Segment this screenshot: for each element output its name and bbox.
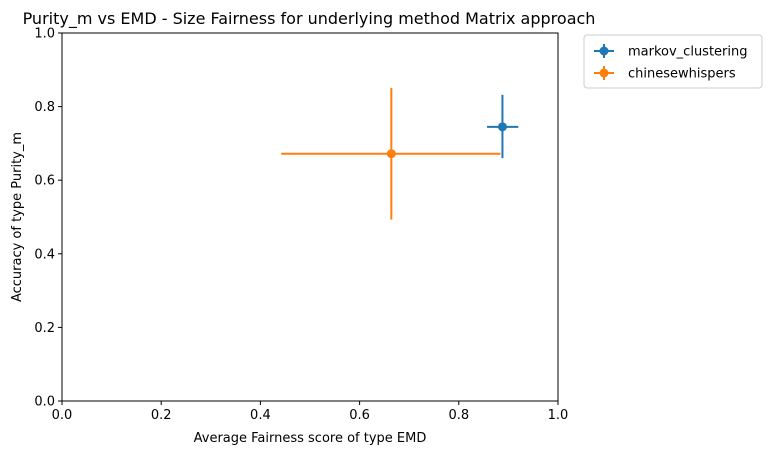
- y-axis-ticks: 0.0 0.2 0.4 0.6 0.8 1.0: [34, 27, 62, 410]
- x-tick-label: 0.6: [349, 408, 370, 423]
- legend-marker: [599, 68, 609, 78]
- legend-label: chinesewhispers: [628, 67, 736, 82]
- legend: markov_clustering chinesewhispers: [583, 34, 763, 89]
- legend-label: markov_clustering: [628, 45, 748, 60]
- y-tick-label: 0.4: [34, 247, 55, 262]
- x-tick-label: 0.2: [151, 408, 172, 423]
- legend-item: chinesewhispers: [594, 66, 736, 82]
- y-axis-label: Accuracy of type Purity_m: [10, 132, 25, 302]
- x-tick-label: 0.0: [52, 408, 73, 423]
- y-tick-label: 0.2: [34, 321, 55, 336]
- data-point: [386, 149, 396, 159]
- y-tick-label: 0.6: [34, 174, 55, 189]
- y-tick-label: 1.0: [34, 27, 55, 42]
- legend-item: markov_clustering: [594, 44, 748, 60]
- y-tick-label: 0.8: [34, 100, 55, 115]
- legend-marker: [599, 46, 609, 56]
- y-tick-label: 0.0: [34, 395, 55, 410]
- plot-area: [61, 32, 559, 402]
- series-chinesewhispers: [281, 87, 501, 220]
- series-markov_clustering: [487, 94, 519, 159]
- chart-title: Purity_m vs EMD - Size Fairness for unde…: [23, 9, 596, 29]
- legend-items: markov_clustering chinesewhispers: [594, 44, 748, 82]
- x-tick-label: 1.0: [548, 408, 569, 423]
- x-tick-label: 0.8: [448, 408, 469, 423]
- legend-frame: [583, 34, 763, 89]
- data-point: [497, 122, 507, 132]
- x-axis-ticks: 0.0 0.2 0.4 0.6 0.8 1.0: [52, 401, 569, 423]
- series-layer: [281, 87, 519, 220]
- x-axis-label: Average Fairness score of type EMD: [194, 431, 427, 446]
- x-tick-label: 0.4: [250, 408, 271, 423]
